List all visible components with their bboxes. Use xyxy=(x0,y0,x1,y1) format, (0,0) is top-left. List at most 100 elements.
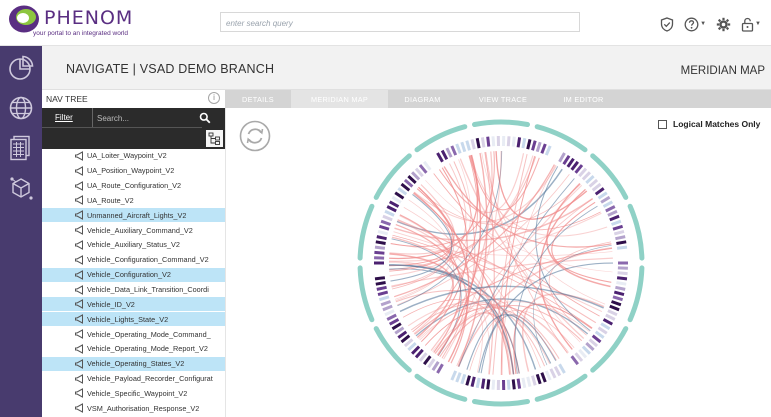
shield-check-icon[interactable] xyxy=(660,16,674,32)
group-arc[interactable] xyxy=(414,373,468,402)
node-bar[interactable] xyxy=(386,313,397,321)
node-bar[interactable] xyxy=(526,139,532,150)
group-arc[interactable] xyxy=(373,153,412,200)
node-bar[interactable] xyxy=(535,373,542,385)
node-bar[interactable] xyxy=(615,235,626,241)
node-bar[interactable] xyxy=(411,171,421,181)
node-bar[interactable] xyxy=(588,338,599,348)
node-bar[interactable] xyxy=(609,304,620,312)
node-bar[interactable] xyxy=(521,377,527,389)
group-arc[interactable] xyxy=(373,326,412,373)
node-bar[interactable] xyxy=(544,145,552,156)
node-bar[interactable] xyxy=(605,205,616,213)
node-bar[interactable] xyxy=(455,372,462,383)
node-bar[interactable] xyxy=(376,235,387,241)
info-icon[interactable]: i xyxy=(208,92,220,104)
node-bar[interactable] xyxy=(374,250,385,255)
logical-matches-checkbox[interactable] xyxy=(658,119,667,129)
node-bar[interactable] xyxy=(418,352,428,362)
node-bar[interactable] xyxy=(480,378,486,389)
node-bar[interactable] xyxy=(616,276,628,281)
nav-tree-item[interactable]: Vehicle_Data_Link_Transition_Coordi xyxy=(42,283,225,298)
meridian-chord-diagram[interactable] xyxy=(346,110,656,416)
group-arc[interactable] xyxy=(534,124,588,153)
node-bar[interactable] xyxy=(612,295,624,302)
node-bar[interactable] xyxy=(394,326,405,335)
node-bar[interactable] xyxy=(384,309,395,317)
node-bar[interactable] xyxy=(465,375,471,386)
node-bar[interactable] xyxy=(382,304,393,312)
node-bar[interactable] xyxy=(521,137,527,149)
node-bar[interactable] xyxy=(400,334,411,344)
node-bar[interactable] xyxy=(611,300,622,307)
node-bar[interactable] xyxy=(588,178,599,188)
node-bar[interactable] xyxy=(407,342,417,351)
node-bar[interactable] xyxy=(374,245,386,250)
group-arc[interactable] xyxy=(472,399,530,407)
node-bar[interactable] xyxy=(397,330,408,339)
group-arc[interactable] xyxy=(357,265,375,323)
node-bar[interactable] xyxy=(491,136,496,147)
node-bar[interactable] xyxy=(613,290,625,297)
node-bar[interactable] xyxy=(549,368,557,379)
node-bar[interactable] xyxy=(394,191,405,200)
node-bar[interactable] xyxy=(616,240,627,245)
node-bar[interactable] xyxy=(375,240,386,245)
tab-meridian-map[interactable]: MERIDIAN MAP xyxy=(291,90,388,108)
node-bar[interactable] xyxy=(570,355,579,366)
global-search[interactable] xyxy=(220,12,580,33)
node-bar[interactable] xyxy=(574,164,584,174)
nav-tree-item[interactable]: Vehicle_Configuration_V2 xyxy=(42,267,225,283)
node-bar[interactable] xyxy=(491,379,496,390)
node-bar[interactable] xyxy=(578,167,588,178)
phenom-logo[interactable]: PHENOM your portal to an integrated worl… xyxy=(8,3,148,41)
refresh-button[interactable] xyxy=(239,120,271,157)
node-bar[interactable] xyxy=(597,326,608,335)
node-bar[interactable] xyxy=(611,219,622,226)
node-bar[interactable] xyxy=(540,143,547,154)
node-bar[interactable] xyxy=(600,195,611,204)
node-bar[interactable] xyxy=(382,214,393,222)
node-bar[interactable] xyxy=(594,330,605,339)
node-bar[interactable] xyxy=(562,154,571,166)
lock-menu[interactable]: ▼ xyxy=(741,17,761,32)
logical-matches-toggle[interactable]: Logical Matches Only xyxy=(658,119,760,129)
node-bar[interactable] xyxy=(570,160,579,171)
node-bar[interactable] xyxy=(602,318,614,326)
node-bar[interactable] xyxy=(388,318,400,326)
node-bar[interactable] xyxy=(384,209,395,217)
group-arc[interactable] xyxy=(534,373,588,402)
nav-tree-item[interactable]: Vehicle_Payload_Recorder_Configurat xyxy=(42,372,225,387)
nav-tree-item[interactable]: UA_Position_Waypoint_V2 xyxy=(42,164,225,179)
node-bar[interactable] xyxy=(475,377,481,389)
navigate-rail-button[interactable] xyxy=(0,88,42,128)
node-bar[interactable] xyxy=(400,182,411,192)
tab-diagram[interactable]: DIAGRAM xyxy=(404,94,441,104)
nav-tree-item[interactable]: UA_Route_V2 xyxy=(42,194,225,209)
node-bar[interactable] xyxy=(374,276,386,281)
nav-tree-item[interactable]: UA_Loiter_Waypoint_V2 xyxy=(42,149,225,164)
group-arc[interactable] xyxy=(627,203,645,261)
node-bar[interactable] xyxy=(440,149,449,160)
node-bar[interactable] xyxy=(388,200,400,208)
node-bar[interactable] xyxy=(480,137,486,148)
node-bar[interactable] xyxy=(558,363,566,374)
node-bar[interactable] xyxy=(612,224,624,231)
node-bar[interactable] xyxy=(526,376,532,387)
node-bar[interactable] xyxy=(411,345,421,355)
nav-tree-item[interactable]: UA_Route_Configuration_V2 xyxy=(42,179,225,194)
group-arc[interactable] xyxy=(414,124,468,153)
node-bar[interactable] xyxy=(511,379,516,390)
nav-tree-item[interactable]: Unmanned_Aircraft_Lights_V2 xyxy=(42,208,225,224)
node-bar[interactable] xyxy=(391,322,402,331)
node-bar[interactable] xyxy=(617,271,628,276)
node-bar[interactable] xyxy=(597,191,608,200)
gear-icon[interactable] xyxy=(716,17,731,32)
node-bar[interactable] xyxy=(506,379,511,390)
node-bar[interactable] xyxy=(378,295,390,302)
node-bar[interactable] xyxy=(516,378,522,389)
node-bar[interactable] xyxy=(581,345,591,355)
node-bar[interactable] xyxy=(540,372,547,383)
node-bar[interactable] xyxy=(380,300,391,307)
node-bar[interactable] xyxy=(591,334,602,344)
